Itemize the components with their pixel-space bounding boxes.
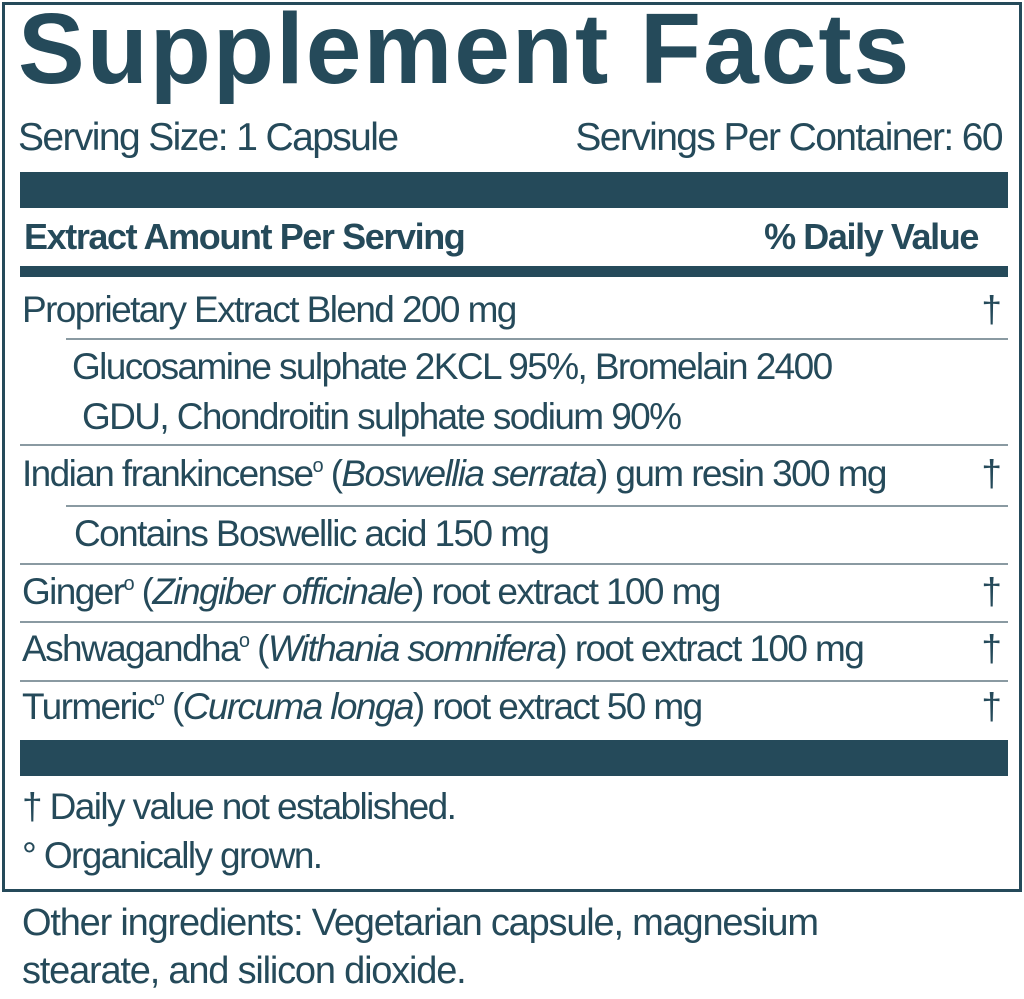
- footnote-daily-value: † Daily value not established.: [22, 786, 457, 827]
- organic-mark: o: [153, 688, 165, 710]
- ingredient-name: Indian frankincense: [22, 453, 314, 494]
- panel-title: Supplement Facts: [18, 0, 912, 105]
- row-ginger: Gingero (Zingiber officinale) root extra…: [22, 571, 721, 612]
- serving-size: Serving Size: 1 Capsule: [18, 116, 399, 159]
- row-divider: [66, 505, 1008, 507]
- row-proprietary-blend: Proprietary Extract Blend 200 mg: [22, 289, 517, 330]
- dagger-mark: †: [981, 628, 1002, 669]
- ingredient-name: Ginger: [22, 571, 125, 612]
- header-amount: Extract Amount Per Serving: [24, 216, 466, 257]
- blend-contents-line2: GDU, Chondroitin sulphate sodium 90%: [82, 396, 682, 437]
- header-daily-value: % Daily Value: [764, 216, 979, 257]
- dagger-mark: †: [981, 686, 1002, 727]
- ingredient-amount: ) gum resin 300 mg: [595, 453, 888, 494]
- row-turmeric: Turmerico (Curcuma longa) root extract 5…: [22, 686, 703, 727]
- latin-name: Withania somnifera: [267, 628, 557, 669]
- latin-name: Boswellia serrata: [341, 453, 597, 494]
- dagger-mark: †: [981, 289, 1002, 330]
- other-ingredients-line2: stearate, and silicon dioxide.: [22, 950, 467, 992]
- row-divider: [20, 563, 1008, 565]
- ingredient-amount: ) root extract 100 mg: [412, 571, 721, 612]
- divider-bar-bottom: [20, 740, 1008, 776]
- ingredient-name: Turmeric: [22, 686, 155, 727]
- ingredient-amount: ) root extract 50 mg: [412, 686, 703, 727]
- row-divider: [66, 338, 1008, 340]
- row-boswellic-acid: Contains Boswellic acid 150 mg: [74, 513, 550, 554]
- footnote-organic: ° Organically grown.: [22, 835, 323, 876]
- organic-mark: o: [312, 455, 323, 477]
- row-divider: [20, 444, 1008, 446]
- dagger-mark: †: [981, 571, 1002, 612]
- other-ingredients-line1: Other ingredients: Vegetarian capsule, m…: [22, 902, 819, 944]
- latin-name: Curcuma longa: [182, 686, 415, 727]
- dagger-mark: †: [981, 453, 1002, 494]
- ingredient-amount: ) root extract 100 mg: [555, 628, 864, 669]
- ingredient-name: Ashwagandha: [22, 628, 241, 669]
- organic-mark: o: [123, 573, 134, 595]
- row-divider: [20, 621, 1008, 623]
- supplement-facts-panel: [2, 2, 1022, 892]
- row-ashwagandha: Ashwagandhao (Withania somnifera) root e…: [22, 628, 865, 669]
- divider-bar-header: [20, 266, 1008, 277]
- divider-bar-top: [20, 172, 1008, 208]
- row-divider: [20, 680, 1008, 682]
- blend-contents-line1: Glucosamine sulphate 2KCL 95%, Bromelain…: [72, 346, 833, 387]
- servings-per-container: Servings Per Container: 60: [575, 116, 1003, 159]
- latin-name: Zingiber officinale: [152, 571, 413, 612]
- row-frankincense: Indian frankincenseo (Boswellia serrata)…: [22, 453, 888, 494]
- organic-mark: o: [238, 630, 250, 652]
